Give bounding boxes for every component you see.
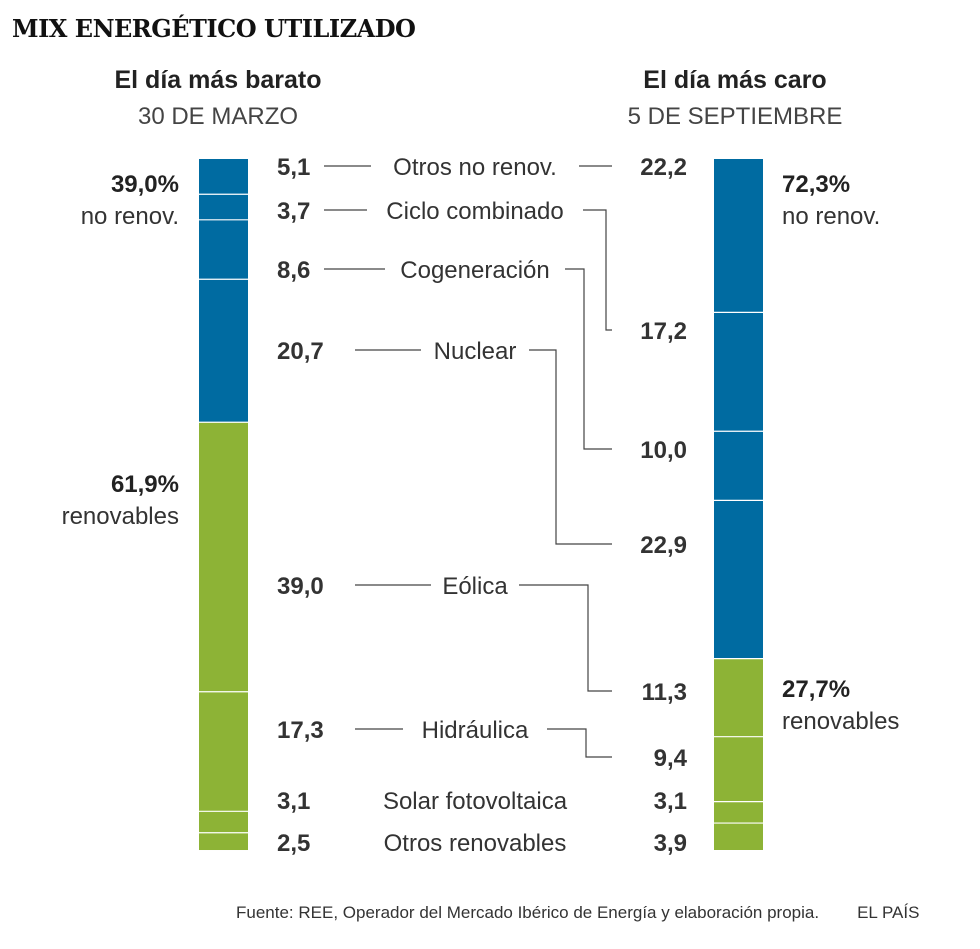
left-segment-otros-no-renov <box>199 159 248 195</box>
left-value-nuclear: 20,7 <box>277 338 324 365</box>
right-value-nuclear: 22,9 <box>640 532 687 559</box>
right-segment-cogeneracion <box>714 431 763 501</box>
right-segment-otros-renovables <box>714 823 763 850</box>
left-segment-solar-fotovoltaica <box>199 811 248 833</box>
left-heading: El día más barato <box>114 66 321 94</box>
connector-right-cogeneracion <box>565 268 612 450</box>
right-value-hidraulica: 9,4 <box>654 745 688 772</box>
left-segment-nuclear <box>199 279 248 423</box>
connector-right-hidraulica <box>547 728 612 758</box>
left-renew-label: renovables <box>62 503 179 530</box>
chart-title: MIX ENERGÉTICO UTILIZADO <box>12 14 416 43</box>
right-segment-hidraulica <box>714 736 763 802</box>
category-label-otros-renovables: Otros renovables <box>384 830 567 857</box>
category-label-solar-fotovoltaica: Solar fotovoltaica <box>383 788 568 815</box>
left-value-cogeneracion: 8,6 <box>277 257 310 284</box>
connector-right-eolica <box>519 584 612 692</box>
category-label-hidraulica: Hidráulica <box>422 717 529 744</box>
right-renew-pct: 27,7% <box>782 676 850 703</box>
category-label-nuclear: Nuclear <box>434 338 517 365</box>
right-nonrenew-pct: 72,3% <box>782 171 850 198</box>
category-label-ciclo-combinado: Ciclo combinado <box>386 198 563 225</box>
left-segment-ciclo-combinado <box>199 194 248 220</box>
right-value-otros-renovables: 3,9 <box>654 830 687 857</box>
left-renew-pct: 61,9% <box>111 471 179 498</box>
left-date: 30 DE MARZO <box>138 103 298 130</box>
right-value-eolica: 11,3 <box>642 679 687 706</box>
source-note: Fuente: REE, Operador del Mercado Ibéric… <box>236 903 820 922</box>
connector-lines <box>324 165 612 758</box>
right-heading: El día más caro <box>643 66 826 94</box>
right-stacked-bar <box>714 159 763 850</box>
right-renew-label: renovables <box>782 708 899 735</box>
right-segment-solar-fotovoltaica <box>714 801 763 824</box>
right-segment-ciclo-combinado <box>714 312 763 432</box>
left-value-ciclo-combinado: 3,7 <box>277 198 310 225</box>
left-value-hidraulica: 17,3 <box>277 717 324 744</box>
category-label-cogeneracion: Cogeneración <box>400 257 549 284</box>
left-value-solar-fotovoltaica: 3,1 <box>277 788 310 815</box>
right-segment-nuclear <box>714 500 763 659</box>
left-segment-otros-renovables <box>199 832 248 851</box>
left-segment-eolica <box>199 422 248 692</box>
category-label-otros-no-renov: Otros no renov. <box>393 154 557 181</box>
right-value-ciclo-combinado: 17,2 <box>640 318 687 345</box>
footer: Fuente: REE, Operador del Mercado Ibéric… <box>236 903 919 923</box>
left-segment-cogeneracion <box>199 219 248 280</box>
left-nonrenew-label: no renov. <box>81 203 179 230</box>
left-stacked-bar <box>199 159 248 851</box>
connector-right-nuclear <box>529 349 612 545</box>
category-labels: 5,1 Otros no renov. 22,2 3,7 Ciclo combinado… <box>277 154 688 857</box>
brand-logo: EL PAÍS <box>857 903 920 922</box>
right-nonrenew-label: no renov. <box>782 203 880 230</box>
connector-right-ciclo-combinado <box>583 209 612 331</box>
right-segment-otros-no-renov <box>714 159 763 313</box>
left-value-otros-renovables: 2,5 <box>277 830 310 857</box>
right-date: 5 DE SEPTIEMBRE <box>628 103 843 130</box>
right-value-otros-no-renov: 22,2 <box>640 154 687 181</box>
left-value-otros-no-renov: 5,1 <box>277 154 310 181</box>
category-label-eolica: Eólica <box>442 573 508 600</box>
left-nonrenew-pct: 39,0% <box>111 171 179 198</box>
right-value-solar-fotovoltaica: 3,1 <box>654 788 687 815</box>
left-value-eolica: 39,0 <box>277 573 324 600</box>
right-segment-eolica <box>714 658 763 737</box>
right-value-cogeneracion: 10,0 <box>640 437 687 464</box>
left-segment-hidraulica <box>199 691 248 812</box>
